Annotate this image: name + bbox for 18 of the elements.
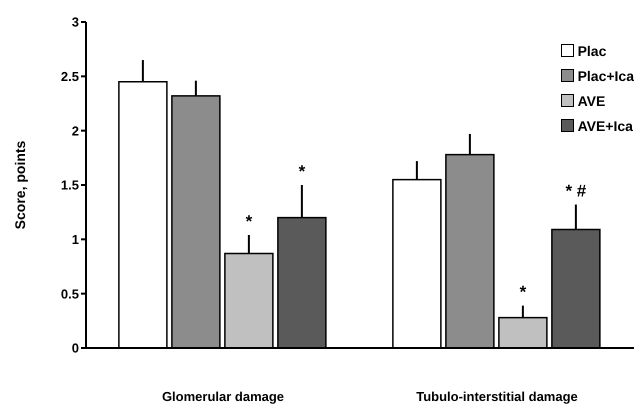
x-tick-label: Glomerular damage bbox=[162, 389, 284, 404]
y-axis-title: Score, points bbox=[12, 140, 28, 230]
y-tick-label: 0 bbox=[72, 340, 79, 356]
y-tick-label: 1 bbox=[72, 232, 79, 247]
y-tick-label: 2 bbox=[72, 123, 79, 138]
data-label: * bbox=[298, 162, 306, 181]
y-tick-label: 1.5 bbox=[60, 178, 79, 193]
legend-label: AVE bbox=[578, 92, 606, 108]
data-label: * # bbox=[565, 182, 587, 201]
legend-label: Plac+Ica bbox=[578, 68, 634, 84]
data-label: * bbox=[246, 212, 253, 231]
legend-label: Plac bbox=[578, 42, 606, 58]
legend-label: AVE+Ica bbox=[578, 118, 633, 134]
y-tick-label: 3 bbox=[72, 14, 79, 30]
x-tick-label: Tubulo-interstitial damage bbox=[416, 389, 578, 404]
data-label: * bbox=[520, 282, 527, 302]
y-tick-label: 2.5 bbox=[60, 68, 79, 84]
y-tick-label: 0.5 bbox=[60, 286, 79, 302]
